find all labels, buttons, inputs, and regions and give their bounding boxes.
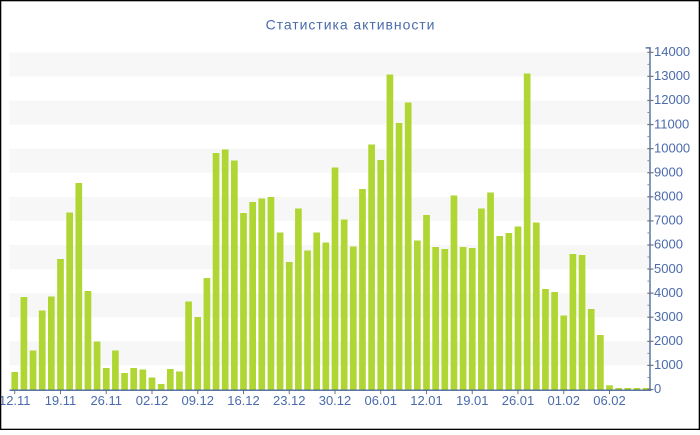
svg-text:14000: 14000 (654, 44, 690, 59)
svg-text:13000: 13000 (654, 68, 690, 83)
svg-text:30.12: 30.12 (319, 393, 352, 408)
svg-text:3000: 3000 (654, 309, 683, 324)
svg-text:12.01: 12.01 (410, 393, 443, 408)
svg-text:9000: 9000 (654, 164, 683, 179)
svg-text:4000: 4000 (654, 285, 683, 300)
svg-text:0: 0 (654, 381, 661, 396)
svg-text:5000: 5000 (654, 261, 683, 276)
svg-text:01.02: 01.02 (547, 393, 580, 408)
svg-text:16.12: 16.12 (227, 393, 260, 408)
svg-text:19.11: 19.11 (45, 393, 77, 408)
svg-text:6000: 6000 (654, 237, 683, 252)
svg-text:1000: 1000 (654, 357, 683, 372)
svg-text:8000: 8000 (654, 189, 683, 204)
svg-text:26.01: 26.01 (502, 393, 535, 408)
svg-text:06.02: 06.02 (593, 393, 626, 408)
svg-text:7000: 7000 (654, 213, 683, 228)
svg-text:10000: 10000 (654, 140, 690, 155)
svg-text:09.12: 09.12 (181, 393, 214, 408)
svg-text:Статистика активности: Статистика активности (266, 17, 436, 33)
svg-text:02.12: 02.12 (136, 393, 169, 408)
svg-text:12000: 12000 (654, 92, 690, 107)
svg-text:26.11: 26.11 (90, 393, 122, 408)
svg-text:19.01: 19.01 (456, 393, 489, 408)
svg-text:12.11: 12.11 (0, 393, 31, 408)
svg-text:23.12: 23.12 (273, 393, 306, 408)
svg-text:06.01: 06.01 (364, 393, 397, 408)
svg-text:2000: 2000 (654, 333, 683, 348)
svg-text:11000: 11000 (654, 116, 689, 131)
